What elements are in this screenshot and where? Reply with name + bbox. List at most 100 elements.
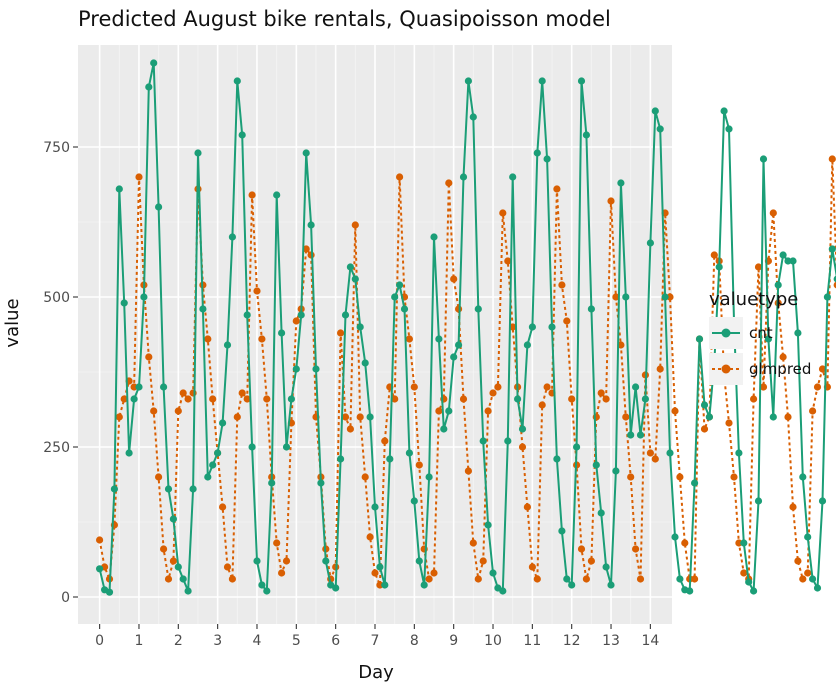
data-point-cnt: [110, 485, 118, 493]
data-point-cnt: [818, 497, 827, 505]
data-point-cnt: [587, 305, 596, 313]
data-point-glmpred: [759, 383, 768, 391]
data-point-cnt: [597, 509, 605, 517]
data-point-glmpred: [784, 413, 792, 421]
data-point-glmpred: [425, 575, 433, 583]
data-point-cnt: [745, 578, 753, 586]
data-point-cnt: [754, 497, 763, 505]
data-point-glmpred: [538, 401, 546, 409]
x-tick-label: 2: [174, 633, 183, 649]
data-point-glmpred: [681, 539, 689, 547]
data-point-cnt: [228, 233, 236, 241]
data-point-cnt: [164, 485, 173, 493]
data-point-cnt: [445, 407, 453, 415]
data-point-cnt: [282, 443, 291, 451]
data-point-cnt: [268, 479, 276, 487]
x-tick-label: 0: [95, 633, 104, 649]
data-point-glmpred: [533, 575, 541, 583]
data-point-cnt: [356, 323, 364, 331]
data-point-glmpred: [474, 575, 482, 583]
data-point-glmpred: [278, 569, 286, 577]
data-point-glmpred: [587, 557, 596, 565]
data-point-cnt: [120, 299, 128, 307]
x-tick-label: 3: [213, 633, 222, 649]
data-point-cnt: [430, 233, 438, 241]
data-point-glmpred: [145, 353, 153, 361]
data-point-cnt: [435, 335, 443, 343]
data-point-cnt: [391, 293, 399, 301]
data-point-cnt: [125, 449, 133, 457]
data-point-cnt: [833, 275, 836, 283]
data-point-glmpred: [174, 407, 182, 415]
data-point-cnt: [292, 365, 300, 373]
data-point-cnt: [828, 245, 836, 253]
data-point-glmpred: [445, 179, 453, 187]
data-point-cnt: [179, 575, 187, 583]
data-point-cnt: [337, 455, 345, 463]
data-point-glmpred: [656, 365, 664, 373]
data-point-cnt: [612, 467, 620, 475]
data-point-cnt: [740, 539, 748, 547]
data-point-cnt: [813, 584, 822, 592]
data-point-cnt: [243, 311, 251, 319]
data-point-cnt: [312, 365, 320, 373]
data-point-cnt: [145, 83, 153, 91]
data-point-glmpred: [828, 155, 836, 163]
legend: valuetype cnt glmpred: [709, 289, 811, 385]
data-point-glmpred: [769, 209, 777, 217]
data-point-glmpred: [710, 251, 718, 259]
data-point-glmpred: [518, 443, 527, 451]
data-point-glmpred: [219, 503, 227, 511]
data-point-glmpred: [273, 539, 281, 547]
data-point-glmpred: [833, 281, 836, 289]
data-point-cnt: [823, 293, 832, 301]
data-point-cnt: [223, 341, 232, 349]
legend-key-marker: [721, 364, 731, 374]
data-point-glmpred: [356, 413, 364, 421]
data-point-cnt: [750, 587, 758, 595]
data-point-cnt: [199, 305, 207, 313]
data-point-glmpred: [302, 245, 310, 253]
data-point-glmpred: [366, 533, 374, 541]
data-point-glmpred: [248, 191, 256, 199]
data-point-glmpred: [381, 437, 389, 445]
data-point-cnt: [135, 383, 143, 391]
data-point-glmpred: [155, 473, 163, 481]
data-point-cnt: [769, 413, 777, 421]
data-point-cnt: [410, 497, 418, 505]
data-point-glmpred: [523, 503, 532, 511]
data-point-glmpred: [346, 425, 354, 433]
data-point-cnt: [115, 185, 123, 193]
data-point-cnt: [174, 563, 182, 571]
data-point-cnt: [632, 383, 640, 391]
data-point-cnt: [307, 221, 315, 229]
y-tick-label: 500: [43, 290, 70, 306]
data-point-cnt: [415, 557, 423, 565]
y-tick-label: 750: [43, 140, 70, 156]
data-point-cnt: [577, 77, 586, 85]
x-tick-label: 1: [135, 633, 144, 649]
data-point-glmpred: [494, 383, 502, 391]
data-point-cnt: [420, 581, 428, 589]
data-point-cnt: [160, 383, 168, 391]
data-point-cnt: [287, 395, 295, 403]
x-tick-label: 14: [641, 633, 659, 649]
plot-panel: [78, 45, 672, 624]
data-point-glmpred: [809, 407, 817, 415]
data-point-cnt: [278, 329, 286, 337]
x-tick-label: 4: [253, 633, 262, 649]
y-tick-label: 0: [61, 590, 70, 606]
data-point-glmpred: [228, 575, 236, 583]
data-marks: [96, 59, 836, 596]
data-point-glmpred: [189, 389, 197, 397]
data-point-glmpred: [184, 395, 192, 403]
data-point-cnt: [464, 77, 472, 85]
data-point-cnt: [189, 485, 197, 493]
y-axis-label: value: [2, 298, 23, 347]
data-point-cnt: [725, 125, 733, 133]
data-point-cnt: [651, 107, 659, 115]
x-tick-label: 6: [331, 633, 340, 649]
data-point-glmpred: [169, 557, 177, 565]
data-point-cnt: [396, 281, 404, 289]
